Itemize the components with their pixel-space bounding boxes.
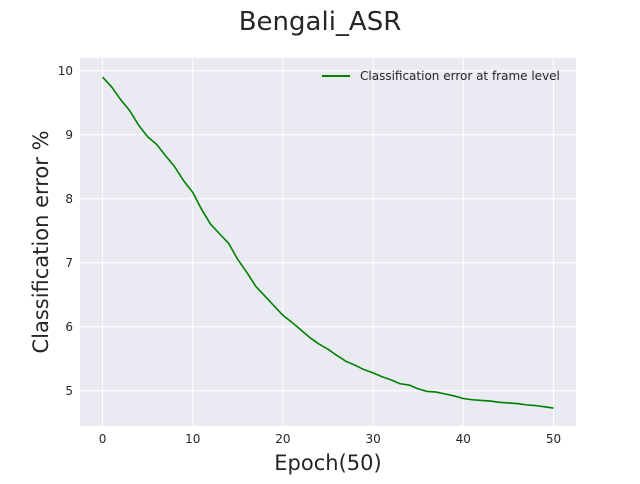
plot-area	[80, 58, 576, 426]
x-tick-label: 10	[185, 432, 200, 446]
series-layer	[101, 76, 554, 409]
y-tick-label: 7	[65, 256, 73, 270]
y-tick-label: 10	[58, 64, 73, 78]
x-tick-label: 0	[99, 432, 107, 446]
y-tick-label: 9	[65, 128, 73, 142]
y-tick-label: 5	[65, 384, 73, 398]
grid-lines	[80, 58, 576, 426]
y-axis-label: Classification error %	[29, 130, 53, 353]
x-tick-label: 30	[365, 432, 380, 446]
legend-label: Classification error at frame level	[360, 69, 560, 83]
y-tick-label: 6	[65, 320, 73, 334]
x-axis-label: Epoch(50)	[274, 451, 381, 475]
series-line	[101, 76, 554, 409]
tick-labels: 0 10 20 30 40 50 5 6 7 8 9 10	[58, 64, 561, 446]
x-tick-label: 50	[546, 432, 561, 446]
x-tick-label: 20	[275, 432, 290, 446]
y-tick-label: 8	[65, 192, 73, 206]
legend: Classification error at frame level	[322, 69, 560, 83]
chart-title: Bengali_ASR	[239, 7, 402, 37]
x-tick-label: 40	[456, 432, 471, 446]
